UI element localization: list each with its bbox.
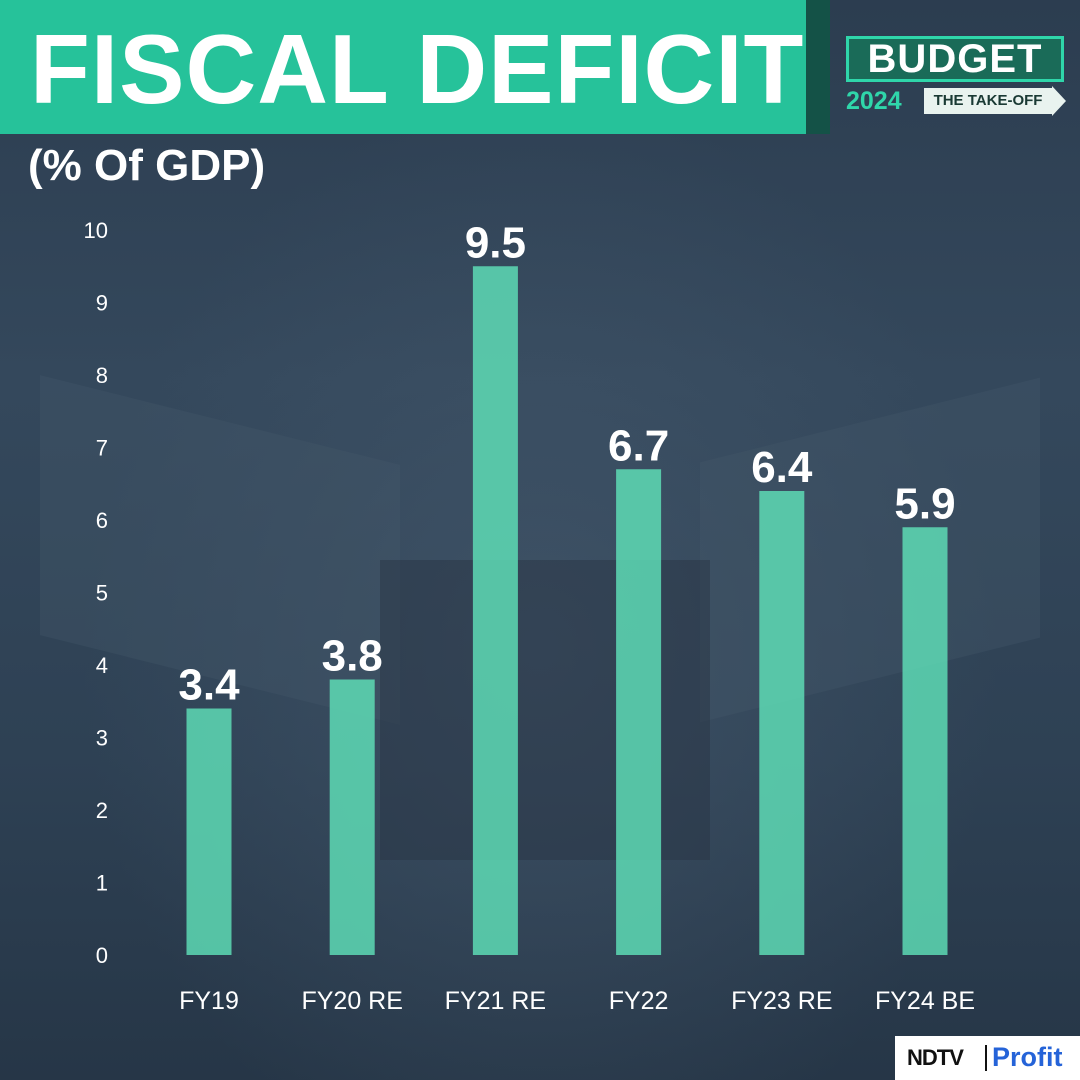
y-tick-label: 3 (96, 726, 108, 751)
y-tick-label: 10 (84, 218, 108, 243)
x-tick-label: FY22 (609, 987, 669, 1015)
bar (759, 491, 805, 955)
y-tick-label: 1 (96, 871, 108, 896)
bar (902, 527, 948, 955)
bar (472, 266, 518, 955)
y-tick-label: 0 (96, 943, 108, 968)
x-tick-label: FY20 RE (301, 987, 402, 1015)
y-tick-label: 7 (96, 436, 108, 461)
y-tick-label: 4 (96, 653, 108, 678)
data-label: 3.8 (322, 632, 383, 681)
budget-2024-logo: BUDGET 2024 THE TAKE-OFF (846, 36, 1066, 118)
chart-subtitle: (% Of GDP) (28, 141, 266, 190)
data-label: 9.5 (465, 218, 526, 267)
x-tick-label: FY19 (179, 987, 239, 1015)
ndtv-profit-logo: NDTV Profit (895, 1036, 1080, 1080)
brand-profit-text: Profit (992, 1042, 1063, 1072)
title-banner-edge (806, 0, 830, 134)
y-tick-label: 9 (96, 291, 108, 316)
title-banner (0, 0, 806, 134)
x-tick-label: FY23 RE (731, 987, 832, 1015)
y-tick-label: 8 (96, 363, 108, 388)
y-tick-label: 6 (96, 508, 108, 533)
y-tick-label: 5 (96, 581, 108, 606)
brand-ndtv-text: NDTV (907, 1045, 964, 1070)
x-tick-label: FY21 RE (445, 987, 546, 1015)
x-tick-label: FY24 BE (875, 987, 975, 1015)
bar (186, 708, 232, 955)
data-label: 5.9 (894, 479, 955, 528)
page-title: FISCAL DEFICIT (30, 14, 805, 124)
brand-separator (985, 1045, 987, 1071)
logo-tagline: THE TAKE-OFF (924, 88, 1052, 114)
logo-budget-word: BUDGET (846, 36, 1064, 82)
y-tick-label: 2 (96, 798, 108, 823)
logo-arrow-icon (1052, 86, 1066, 116)
bar (329, 679, 375, 955)
logo-year: 2024 (846, 87, 902, 115)
data-label: 6.7 (608, 421, 669, 470)
bar (616, 469, 662, 955)
data-label: 3.4 (178, 661, 240, 710)
data-label: 6.4 (751, 443, 813, 492)
